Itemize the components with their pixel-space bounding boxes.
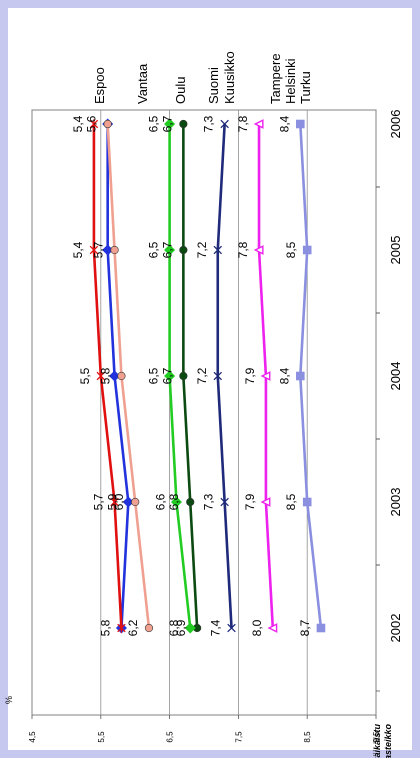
axis-annotations: % käikäistu asteikko (4, 696, 393, 763)
data-point-circle (186, 497, 195, 507)
data-point-star (89, 119, 99, 129)
series-name-label: Kuusikko (222, 51, 237, 104)
data-label: 7,2 (195, 367, 209, 384)
series-name-label: Espoo (92, 67, 107, 104)
year-tick-label: 2002 (388, 614, 403, 643)
value-tick-label: 4,5 (28, 731, 37, 743)
data-point-square (302, 245, 312, 255)
data-point-x (213, 371, 223, 381)
data-point-x (227, 623, 236, 633)
data-label: 5,9 (105, 493, 119, 510)
data-label: 5,6 (85, 115, 99, 132)
series-name-label: Vantaa (135, 63, 150, 104)
data-point-star (89, 245, 99, 255)
data-point-square (316, 623, 326, 633)
data-label: 7,9 (243, 367, 257, 384)
unit-label: % (4, 696, 14, 704)
year-tick-label: 2005 (388, 236, 403, 265)
data-label: 5,8 (98, 619, 112, 636)
data-point-triangle (253, 245, 264, 255)
data-label: 8,0 (250, 619, 264, 636)
data-label: 7,4 (209, 619, 223, 636)
data-point-triangle (253, 119, 264, 129)
data-label: 6,0 (112, 493, 126, 510)
data-point-x (220, 497, 229, 507)
scale-note-line1: käikäistu (372, 724, 382, 758)
year-tick-label: 2004 (388, 362, 403, 391)
data-label: 6,8 (167, 493, 181, 510)
data-point-diamond (164, 370, 176, 382)
data-point-square (296, 119, 305, 129)
data-point-star (96, 371, 106, 381)
data-label: 6,5 (147, 367, 161, 384)
series-name-label: Turku (298, 71, 313, 104)
data-point-square (296, 371, 305, 381)
value-tick-label: 8,5 (303, 731, 312, 743)
data-label: 7,3 (202, 493, 216, 510)
data-point-diamond (184, 622, 196, 634)
data-label: 7,8 (236, 115, 250, 132)
data-label: 7,2 (195, 241, 209, 258)
data-point-circle (110, 245, 119, 255)
data-label: 7,8 (236, 241, 250, 258)
data-label: 5,4 (71, 115, 85, 132)
data-point-triangle (267, 623, 278, 633)
series-layer (89, 118, 326, 634)
series-name-label: Helsinki (283, 58, 298, 104)
data-label: 7,9 (243, 493, 257, 510)
scale-note-line2: asteikko (383, 724, 393, 758)
data-label: 5,8 (98, 367, 112, 384)
data-label: 6,7 (160, 367, 174, 384)
value-tick-label: 9,5 (372, 731, 381, 743)
data-point-diamond (170, 496, 182, 508)
data-point-circle (144, 623, 154, 633)
data-point-circle (103, 119, 112, 129)
value-tick-label: 6,5 (166, 731, 175, 743)
series-name-label: Tampere (268, 53, 283, 104)
data-label: 6,5 (147, 241, 161, 258)
data-label: 7,3 (202, 115, 216, 132)
series-name-labels: Espoo Vantaa Oulu Suomi Kuusikko Tampere Helsi… (92, 51, 313, 104)
data-label: 8,4 (277, 367, 291, 384)
data-point-circle (179, 245, 188, 255)
data-label: 5,7 (92, 241, 106, 258)
axes: 4,5 5,5 6,5 7,5 8,5 9,5 2002 2003 2004 2005 2006 (28, 110, 403, 743)
data-label: 6,9 (174, 619, 188, 636)
value-tick-label: 5,5 (97, 731, 106, 743)
data-point-x (213, 245, 223, 255)
data-point-diamond (164, 118, 176, 130)
data-label: 6,7 (160, 241, 174, 258)
data-point-square (302, 497, 312, 507)
data-label: 8,5 (284, 493, 298, 510)
data-label: 6,8 (167, 619, 181, 636)
data-label: 6,6 (153, 493, 167, 510)
data-label: 5,4 (71, 241, 85, 258)
series-name-label: Oulu (173, 77, 188, 104)
series-name-label: Suomi (206, 67, 221, 104)
year-tick-label: 2003 (388, 488, 403, 517)
year-tick-label: 2006 (388, 110, 403, 139)
data-point-circle (179, 119, 188, 129)
data-label: 5,5 (78, 367, 92, 384)
data-point-x (220, 119, 229, 129)
data-point-triangle (260, 371, 271, 381)
data-label: 8,7 (298, 619, 312, 636)
data-label: 5,7 (92, 493, 106, 510)
data-label: 6,5 (147, 115, 161, 132)
data-point-star (117, 623, 126, 633)
data-label: 6,7 (160, 115, 174, 132)
data-point-circle (179, 371, 188, 381)
value-tick-label: 7,5 (234, 731, 243, 743)
data-point-diamond (164, 244, 176, 256)
data-point-circle (131, 497, 140, 507)
data-labels-layer: 8,7 8,5 8,4 8,5 8,4 8,0 7,9 7,9 7,8 7,8 7,4 7,3 7,2 7… (71, 115, 312, 636)
data-point-circle (117, 371, 126, 381)
data-label: 8,4 (277, 115, 291, 132)
data-label: 8,5 (284, 241, 298, 258)
data-point-triangle (260, 497, 271, 507)
data-label: 6,2 (126, 619, 140, 636)
data-point-star (110, 497, 119, 507)
